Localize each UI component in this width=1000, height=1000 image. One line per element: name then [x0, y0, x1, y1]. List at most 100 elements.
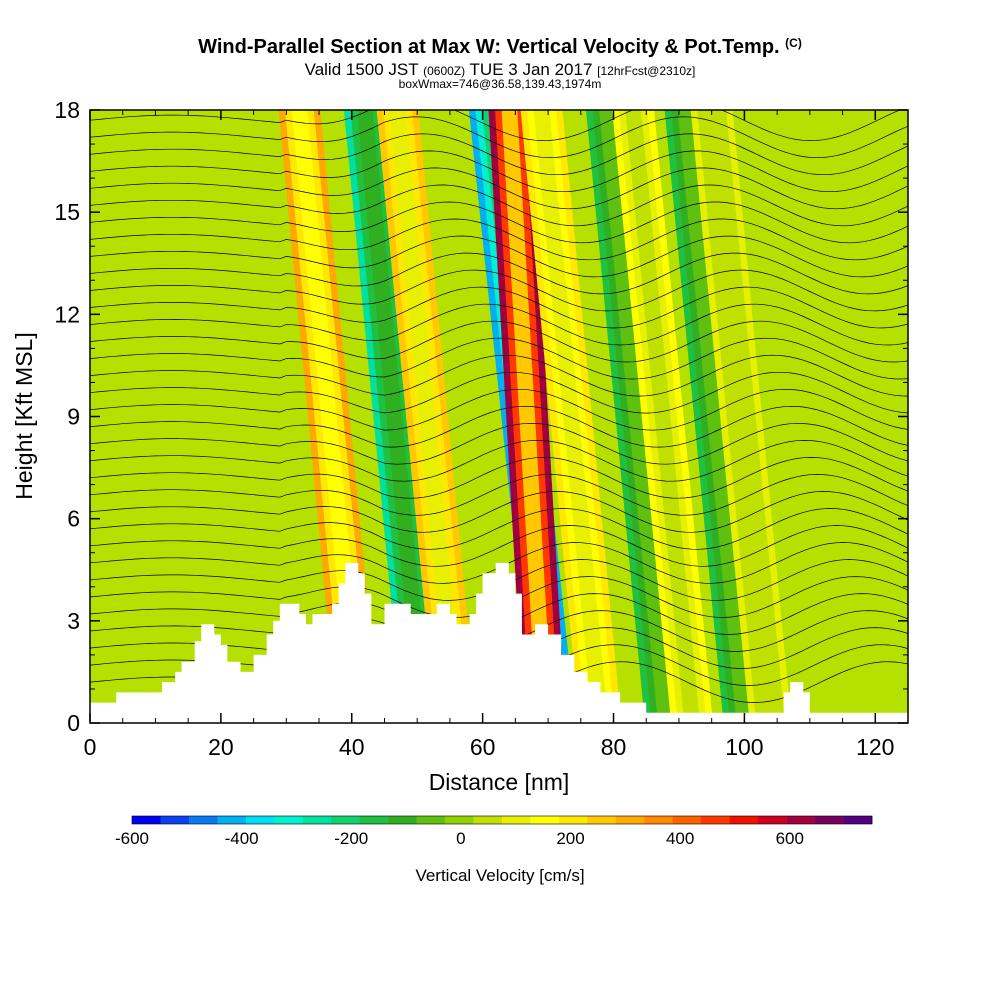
colorbar-title: Vertical Velocity [cm/s] [415, 866, 584, 885]
colorbar: -600 -400 -200 0 200 400 600 [115, 815, 873, 848]
colorbar-label-1: -400 [225, 829, 259, 848]
contour-line-31 [90, 133, 908, 176]
y-tick-label-6: 6 [67, 506, 80, 532]
velocity-band-6-2 [599, 110, 674, 723]
colorbar-swatch-22 [758, 816, 787, 824]
velocity-band-5-2 [533, 110, 609, 723]
y-tick-label-15: 15 [54, 199, 80, 225]
y-tick-label-9: 9 [67, 404, 80, 430]
colorbar-swatch-15 [558, 816, 588, 824]
copyright-mark: (C) [785, 36, 802, 50]
x-tick-label-40: 40 [339, 734, 365, 760]
colorbar-swatch-4 [245, 816, 275, 824]
colorbar-swatch-9 [388, 816, 417, 824]
colorbar-swatch-16 [587, 816, 617, 824]
velocity-band-1-2 [357, 110, 432, 723]
plot-area [90, 110, 908, 723]
colorbar-swatch-1 [160, 816, 190, 824]
x-tick-label-60: 60 [470, 734, 496, 760]
colorbar-label-2: -200 [334, 829, 368, 848]
contour-line-19 [90, 337, 908, 380]
x-tick-label-20: 20 [208, 734, 234, 760]
y-tick-label-0: 0 [67, 710, 80, 736]
contour-line-26 [90, 218, 908, 261]
contour-line-14 [90, 422, 908, 465]
colorbar-swatch-7 [331, 816, 360, 824]
contour-line-13 [90, 440, 908, 482]
colorbar-swatch-25 [843, 816, 873, 824]
contour-line-15 [90, 405, 908, 448]
colorbar-swatch-11 [445, 816, 474, 824]
colorbar-label-0: -600 [115, 829, 149, 848]
contour-line-28 [90, 184, 908, 227]
velocity-band-4-2 [501, 110, 553, 723]
contour-line-30 [90, 150, 908, 193]
contour-line-32 [90, 116, 908, 159]
colorbar-swatch-18 [644, 816, 674, 824]
colorbar-swatch-2 [188, 816, 218, 824]
colorbar-swatch-23 [786, 816, 816, 824]
y-axis-title: Height [Kft MSL] [11, 332, 37, 499]
contour-line-29 [90, 167, 908, 210]
x-tick-label-120: 120 [856, 734, 894, 760]
colorbar-swatch-3 [217, 816, 247, 824]
colorbar-swatch-12 [473, 816, 503, 824]
contour-line-9 [90, 508, 908, 550]
y-axis: 0 3 6 9 12 15 18 [54, 97, 908, 736]
x-axis-title: Distance [nm] [429, 769, 570, 795]
x-tick-label-0: 0 [84, 734, 97, 760]
contour-line-12 [90, 457, 908, 499]
contour-line-22 [90, 286, 908, 329]
velocity-band-2-2 [389, 110, 465, 723]
colorbar-swatch-20 [701, 816, 730, 824]
y-tick-label-12: 12 [54, 301, 80, 327]
contour-line-8 [90, 525, 908, 567]
contour-line-27 [90, 201, 908, 244]
colorbar-label-6: 600 [776, 829, 804, 848]
contour-line-16 [90, 388, 908, 431]
chart-title: Wind-Parallel Section at Max W: Vertical… [0, 36, 1000, 59]
terrain [90, 562, 908, 723]
contour-line-20 [90, 320, 908, 363]
velocity-band-7-2 [625, 110, 700, 723]
forecast-info: [12hrFcst@2310z] [597, 64, 696, 78]
box-info: boxWmax=746@36.58,139.43,1974m [398, 77, 602, 91]
colorbar-swatch-24 [815, 816, 844, 824]
contour-line-23 [90, 269, 908, 312]
contour-line-21 [90, 303, 908, 346]
contour-line-24 [90, 252, 908, 295]
chart-subtitle: Valid 1500 JST (0600Z) TUE 3 Jan 2017 [1… [0, 60, 1000, 80]
colorbar-label-4: 200 [556, 829, 584, 848]
colorbar-label-5: 400 [666, 829, 694, 848]
colorbar-frame [131, 815, 873, 825]
colorbar-swatch-10 [416, 816, 446, 824]
colorbar-swatch-17 [615, 816, 645, 824]
colorbar-swatch-0 [132, 816, 161, 824]
valid-utc: (0600Z) [423, 64, 466, 78]
colorbar-swatch-13 [502, 816, 531, 824]
colorbar-label-3: 0 [456, 829, 465, 848]
contour-line-11 [90, 474, 908, 516]
velocity-band-8-2 [677, 110, 753, 723]
contour-line-17 [90, 371, 908, 414]
valid-date: TUE 3 Jan 2017 [469, 60, 593, 79]
colorbar-swatch-14 [530, 816, 560, 824]
colorbar-swatch-8 [359, 816, 389, 824]
title-text: Wind-Parallel Section at Max W: Vertical… [198, 36, 780, 58]
colorbar-swatch-21 [729, 816, 759, 824]
contour-line-18 [90, 354, 908, 397]
colorbar-swatch-5 [274, 816, 304, 824]
contour-line-10 [90, 491, 908, 533]
colorbar-swatch-19 [672, 816, 702, 824]
velocity-band-9-2 [703, 110, 779, 723]
x-axis: 0 20 40 60 80 100 120 [84, 110, 894, 760]
x-tick-label-100: 100 [725, 734, 763, 760]
y-tick-label-3: 3 [67, 608, 80, 634]
colorbar-swatch-6 [302, 816, 332, 824]
y-tick-label-18: 18 [54, 97, 80, 123]
contour-line-33 [90, 110, 901, 141]
x-tick-label-80: 80 [601, 734, 627, 760]
valid-time: Valid 1500 JST [304, 60, 419, 79]
contour-line-25 [90, 235, 908, 278]
